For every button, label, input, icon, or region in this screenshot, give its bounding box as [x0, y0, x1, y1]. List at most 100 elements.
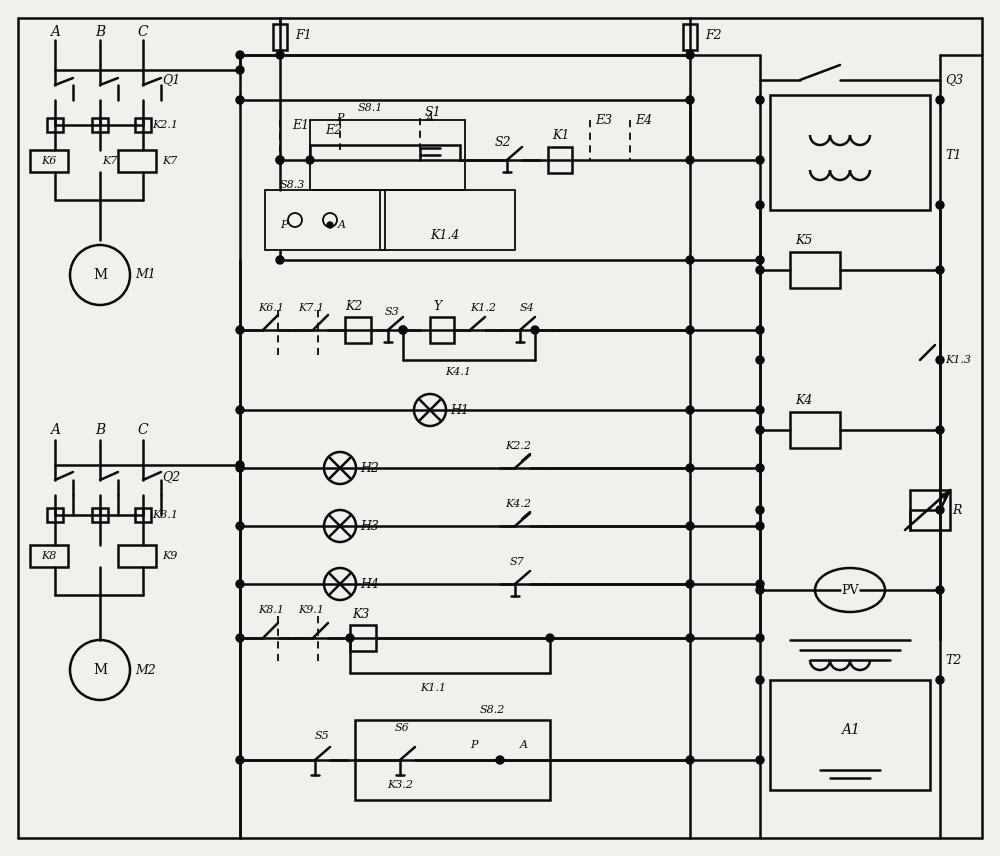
- Bar: [92, 508, 108, 522]
- Bar: [30, 545, 68, 567]
- Circle shape: [936, 266, 944, 274]
- Text: S8.2: S8.2: [480, 705, 505, 715]
- Circle shape: [936, 96, 944, 104]
- Circle shape: [686, 580, 694, 588]
- Bar: [683, 24, 697, 50]
- Circle shape: [686, 522, 694, 530]
- Bar: [548, 147, 572, 173]
- Text: K1: K1: [552, 128, 569, 141]
- Bar: [430, 317, 454, 343]
- Circle shape: [756, 522, 764, 530]
- Bar: [350, 625, 376, 651]
- Circle shape: [686, 156, 694, 164]
- Circle shape: [756, 326, 764, 334]
- Text: K8: K8: [41, 551, 57, 561]
- Text: A: A: [426, 113, 434, 123]
- Text: M: M: [93, 663, 107, 677]
- Text: S4: S4: [520, 303, 535, 313]
- Text: A: A: [50, 25, 60, 39]
- Bar: [380, 190, 515, 250]
- Circle shape: [276, 156, 284, 164]
- Text: Q2: Q2: [162, 471, 180, 484]
- Circle shape: [236, 326, 244, 334]
- Circle shape: [756, 676, 764, 684]
- Circle shape: [236, 634, 244, 642]
- Circle shape: [756, 756, 764, 764]
- Circle shape: [686, 464, 694, 472]
- Text: F1: F1: [295, 28, 312, 41]
- Text: K3: K3: [352, 608, 369, 621]
- Text: H2: H2: [360, 461, 379, 474]
- Circle shape: [756, 156, 764, 164]
- Text: P: P: [470, 740, 478, 750]
- Text: K4.2: K4.2: [505, 499, 531, 509]
- Text: B: B: [95, 25, 105, 39]
- Circle shape: [276, 51, 284, 59]
- Text: K1.2: K1.2: [470, 303, 496, 313]
- Text: S7: S7: [510, 557, 525, 567]
- Circle shape: [936, 201, 944, 209]
- Bar: [118, 545, 156, 567]
- Circle shape: [399, 326, 407, 334]
- Bar: [310, 120, 465, 190]
- Circle shape: [496, 756, 504, 764]
- Text: C: C: [138, 423, 148, 437]
- Text: A: A: [50, 423, 60, 437]
- Bar: [135, 508, 151, 522]
- Text: H1: H1: [450, 403, 469, 417]
- Text: M2: M2: [135, 663, 156, 676]
- Circle shape: [756, 634, 764, 642]
- Circle shape: [236, 522, 244, 530]
- Text: B: B: [95, 423, 105, 437]
- Text: A1: A1: [841, 723, 859, 737]
- Text: K5: K5: [795, 234, 812, 247]
- Bar: [770, 95, 930, 210]
- Text: H4: H4: [360, 578, 379, 591]
- Text: M: M: [93, 268, 107, 282]
- Bar: [355, 720, 550, 800]
- Circle shape: [546, 634, 554, 642]
- Circle shape: [236, 96, 244, 104]
- Text: K2.2: K2.2: [505, 441, 531, 451]
- Text: Q1: Q1: [162, 74, 180, 86]
- Bar: [135, 118, 151, 132]
- Circle shape: [236, 461, 244, 469]
- Circle shape: [756, 201, 764, 209]
- Bar: [265, 190, 385, 250]
- Bar: [92, 118, 108, 132]
- Circle shape: [936, 356, 944, 364]
- Circle shape: [531, 326, 539, 334]
- Text: P: P: [336, 113, 344, 123]
- Text: S3: S3: [385, 307, 400, 317]
- Circle shape: [399, 326, 407, 334]
- Circle shape: [936, 506, 944, 514]
- Circle shape: [236, 406, 244, 414]
- Circle shape: [756, 356, 764, 364]
- Text: S8.3: S8.3: [280, 180, 305, 190]
- Text: E1: E1: [292, 118, 309, 132]
- Bar: [910, 490, 950, 530]
- Text: T2: T2: [945, 653, 961, 667]
- Circle shape: [236, 756, 244, 764]
- Circle shape: [756, 580, 764, 588]
- Bar: [345, 317, 371, 343]
- Circle shape: [686, 326, 694, 334]
- Text: K2.1: K2.1: [152, 120, 178, 130]
- Circle shape: [936, 586, 944, 594]
- Text: K7: K7: [103, 156, 118, 166]
- Text: K1.4: K1.4: [430, 229, 459, 241]
- Bar: [47, 508, 63, 522]
- Text: K6.1: K6.1: [258, 303, 284, 313]
- Text: S5: S5: [315, 731, 330, 741]
- Circle shape: [686, 256, 694, 264]
- Text: K8.1: K8.1: [258, 605, 284, 615]
- Text: K3.2: K3.2: [387, 780, 413, 790]
- Text: Q3: Q3: [945, 74, 963, 86]
- Text: K6: K6: [41, 156, 57, 166]
- Circle shape: [936, 426, 944, 434]
- Text: S1: S1: [425, 105, 442, 118]
- Bar: [273, 24, 287, 50]
- Text: E2: E2: [325, 123, 342, 136]
- Bar: [770, 680, 930, 790]
- Circle shape: [686, 96, 694, 104]
